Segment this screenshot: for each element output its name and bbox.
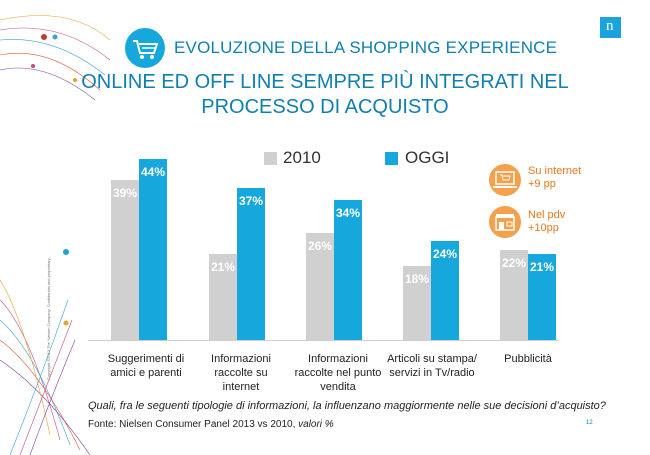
source-prefix: Fonte: Nielsen Consumer Panel 2013 vs 20…: [88, 419, 299, 430]
legend-label-2010: 2010: [283, 148, 321, 167]
data-label-oggi-2: 34%: [335, 206, 361, 221]
category-label-3: Articoli su stampa/servizi in Tv/radio: [377, 352, 487, 380]
note-pdv-line2: +10pp: [528, 222, 559, 234]
decorative-pattern: [0, 15, 110, 455]
data-label-2010-3: 18%: [404, 271, 430, 286]
subtitle-line-1: ONLINE ED OFF LINE SEMPRE PIÙ INTEGRATI …: [81, 71, 569, 93]
laptop-cart-icon: [489, 164, 521, 196]
logo-letter: n: [606, 18, 614, 34]
category-label-line: Suggerimenti di: [107, 353, 185, 365]
legend-swatch-oggi: [385, 152, 398, 165]
category-label-0: Suggerimenti di amici e parenti: [91, 352, 201, 380]
store-icon: [489, 206, 521, 238]
data-label-2010-4: 22%: [501, 255, 527, 270]
data-label-2010-1: 21%: [210, 259, 236, 274]
page-subtitle: ONLINE ED OFF LINE SEMPRE PIÙ INTEGRATI …: [0, 70, 650, 120]
data-label-oggi-0: 44%: [140, 165, 166, 179]
category-label-line: Pubblicità: [504, 353, 552, 365]
bar-oggi-2: [334, 200, 362, 340]
legend-swatch-2010: [264, 152, 277, 165]
note-internet: Su internet +9 pp: [528, 165, 581, 191]
bar-2010-2: [306, 233, 334, 340]
bar-2010-3: [403, 265, 431, 340]
page-number: 12: [586, 420, 593, 426]
category-label-line: amici e parenti: [110, 367, 182, 379]
category-label-line: raccolte nel punto: [294, 367, 382, 379]
category-label-line: servizi in Tv/radio: [389, 367, 475, 379]
category-label-line: Articoli su stampa/: [387, 353, 477, 365]
bar-oggi-3: [431, 241, 459, 340]
bar-oggi-0: [139, 159, 167, 340]
note-pdv: Nel pdv +10pp: [528, 209, 565, 235]
data-label-oggi-1: 37%: [238, 193, 264, 208]
category-label-2: Informazioni raccolte nel punto vendita: [283, 352, 393, 394]
source-note: Fonte: Nielsen Consumer Panel 2013 vs 20…: [88, 419, 334, 430]
data-label-2010-2: 26%: [307, 239, 333, 254]
category-label-line: raccolte su: [214, 367, 268, 379]
category-label-line: Informazioni: [211, 353, 271, 365]
chart-baseline: [88, 340, 558, 341]
note-internet-line1: Su internet: [528, 165, 582, 177]
data-label-2010-0: 39%: [112, 185, 138, 200]
source-italic: valori %: [298, 419, 334, 430]
data-label-oggi-3: 24%: [432, 247, 458, 262]
category-label-1: Informazioni raccolte su internet: [186, 352, 296, 394]
category-label-line: Informazioni: [308, 353, 368, 365]
survey-question: Quali, fra le seguenti tipologie di info…: [88, 400, 606, 412]
bar-2010-0: [111, 179, 139, 340]
data-label-oggi-4: 21%: [529, 259, 555, 274]
legend-label-oggi: OGGI: [405, 148, 450, 167]
bar-oggi-4: [528, 253, 556, 340]
shopping-cart-icon: [125, 28, 165, 68]
bar-oggi-1: [237, 187, 265, 340]
note-pdv-line1: Nel pdv: [528, 209, 566, 221]
bar-2010-1: [209, 253, 237, 340]
nielsen-logo: n: [600, 17, 621, 38]
note-internet-line2: +9 pp: [528, 178, 556, 190]
category-label-4: Pubblicità: [473, 352, 583, 366]
category-label-line: vendita: [320, 381, 356, 393]
page-title: EVOLUZIONE DELLA SHOPPING EXPERIENCE: [174, 38, 558, 57]
category-label-line: internet: [222, 381, 260, 393]
bar-2010-4: [500, 249, 528, 340]
subtitle-line-2: PROCESSO DI ACQUISTO: [201, 96, 449, 118]
